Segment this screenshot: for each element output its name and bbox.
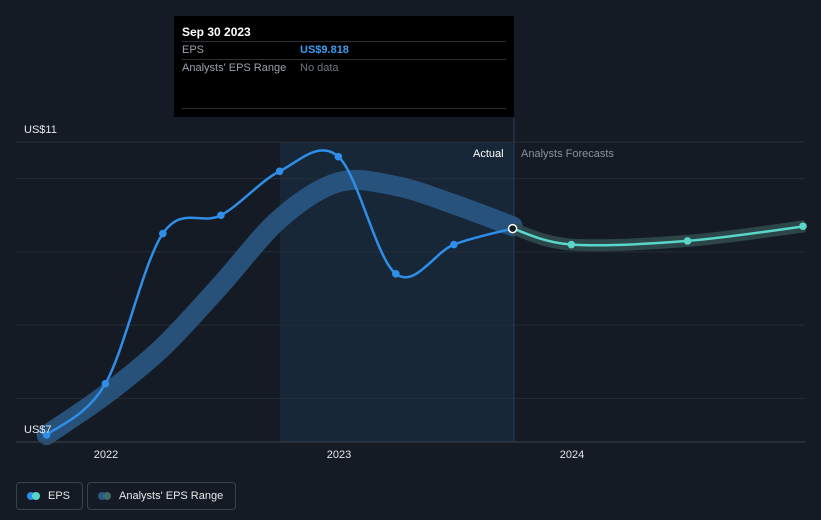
forecast-point (799, 222, 807, 231)
forecast-point (683, 237, 692, 245)
tooltip-eps-label: EPS (182, 44, 205, 56)
legend-range-label: Analysts' EPS Range (119, 490, 224, 502)
tooltip-range-value: No data (300, 62, 339, 74)
forecast-point (567, 240, 576, 249)
tooltip-row-eps: EPS US$9.818 (182, 41, 506, 59)
eps-point (334, 152, 343, 161)
eps-point (159, 229, 167, 238)
series-points (42, 152, 807, 439)
eps-point (217, 211, 225, 220)
tooltip-divider (182, 108, 506, 109)
range-band-path (36, 170, 523, 445)
y-tick-label-top: US$11 (24, 124, 57, 136)
tooltip-date: Sep 30 2023 (182, 25, 251, 39)
eps-point-current (507, 223, 518, 234)
eps-point (42, 431, 51, 439)
x-tick-label-2022: 2022 (93, 449, 119, 461)
grid-lines (16, 141, 805, 399)
eps-point (101, 379, 110, 388)
tooltip-range-label: Analysts' EPS Range (182, 62, 287, 74)
eps-point (450, 240, 458, 249)
tooltip-row-range: Analysts' EPS Range No data (182, 59, 506, 77)
x-tick-label-2023: 2023 (326, 449, 352, 461)
tooltip: Sep 30 2023 EPS US$9.818 Analysts' EPS R… (174, 16, 514, 117)
y-tick-label-bottom: US$7 (24, 424, 52, 436)
legend-eps[interactable]: EPS (16, 482, 84, 510)
tooltip-eps-value: US$9.818 (300, 44, 349, 56)
x-tick-label-2024: 2024 (559, 449, 585, 461)
eps-point (392, 270, 400, 278)
eps-point (275, 167, 284, 176)
forecast-line (512, 224, 806, 247)
eps-legend-icon (27, 492, 40, 500)
range-legend-icon (98, 492, 111, 500)
actual-label: Actual (473, 148, 504, 160)
forecast-label: Analysts Forecasts (521, 148, 614, 160)
legend-eps-label: EPS (48, 490, 71, 502)
legend-range[interactable]: Analysts' EPS Range (87, 482, 237, 510)
